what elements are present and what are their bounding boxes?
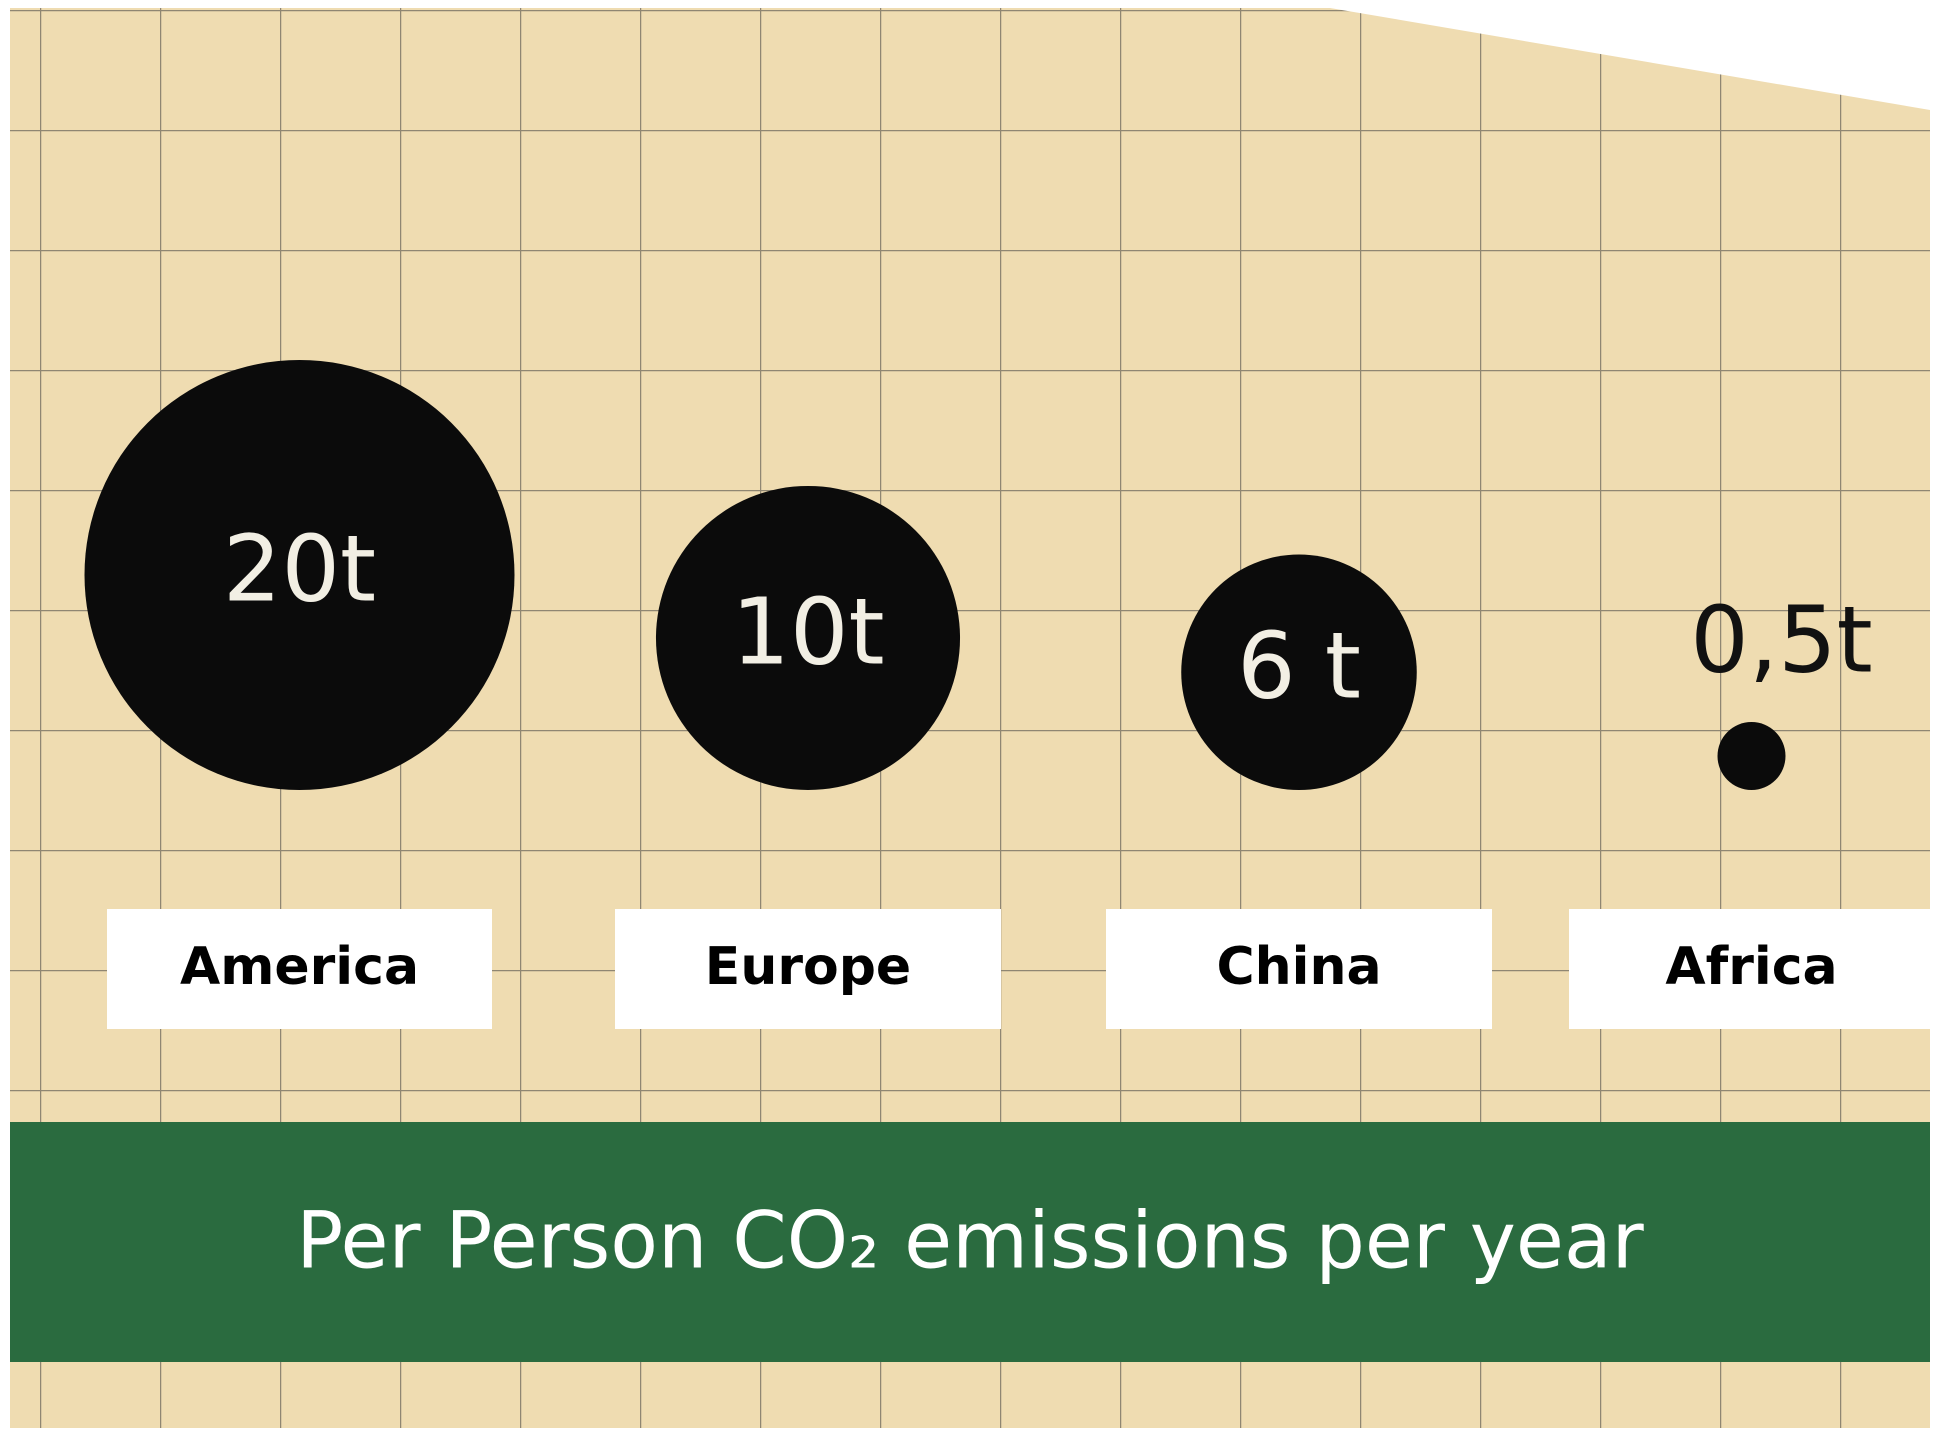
- value-label: 6 t: [1237, 613, 1361, 720]
- value-label: 10t: [731, 578, 884, 685]
- page: {"chart_data": {"type": "bubble", "title…: [0, 0, 1940, 1439]
- chart-title: Per Person CO₂ emissions per year: [296, 1196, 1644, 1286]
- value-label: 0,5t: [1690, 586, 1872, 693]
- category-label: Africa: [1665, 937, 1837, 997]
- emission-blob: [1718, 722, 1786, 790]
- category-label: Europe: [705, 937, 911, 997]
- chart: Per Person CO₂ emissions per year Americ…: [0, 0, 1940, 1439]
- category-label: America: [180, 937, 419, 997]
- value-label: 20t: [223, 515, 376, 622]
- category-label: China: [1216, 937, 1381, 997]
